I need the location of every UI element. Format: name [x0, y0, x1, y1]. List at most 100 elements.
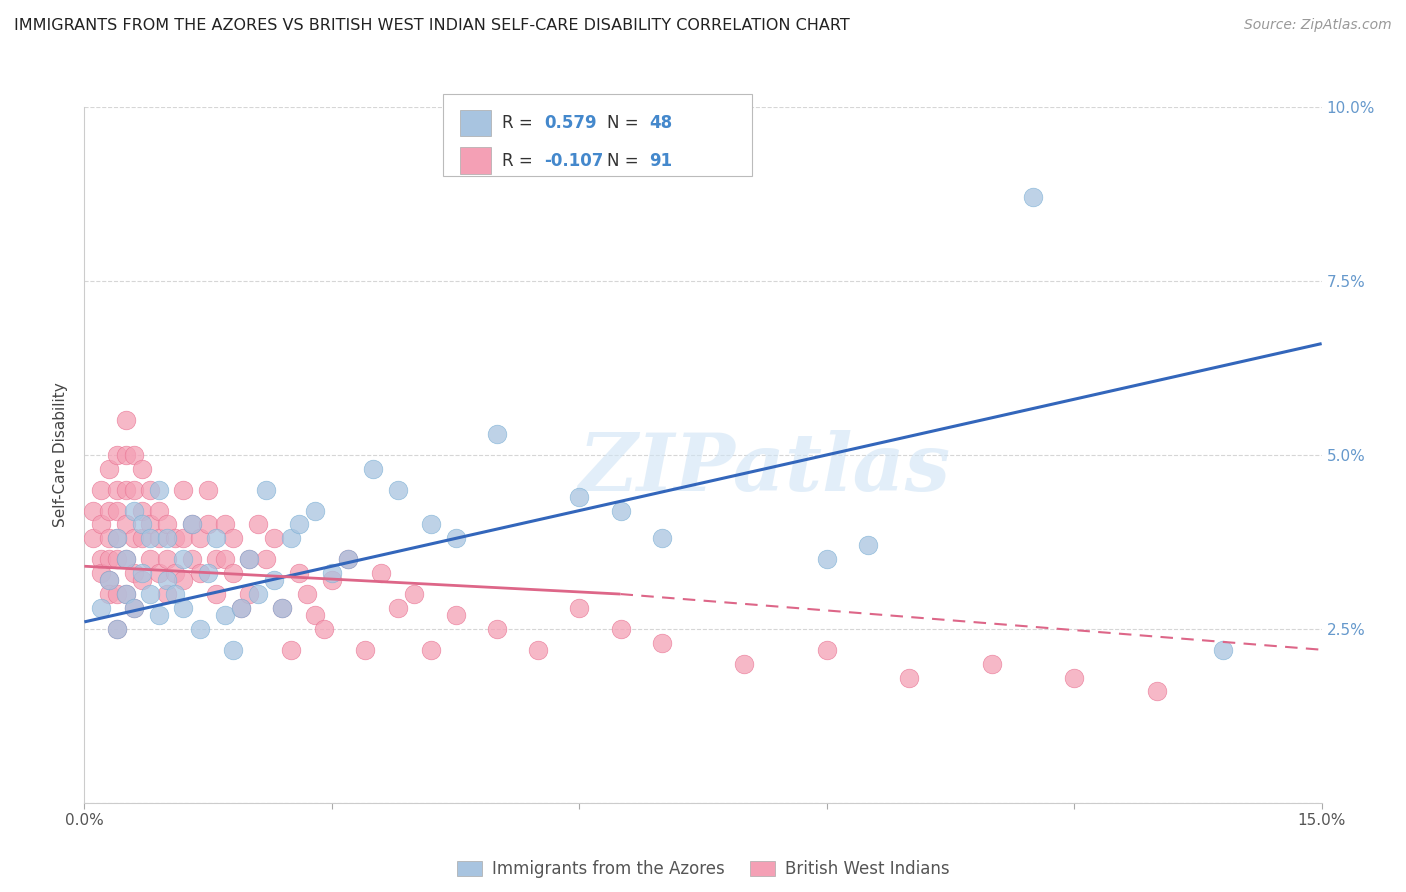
Point — [98, 573, 121, 587]
Point — [246, 517, 269, 532]
Point — [122, 601, 145, 615]
Point — [90, 517, 112, 532]
Point — [172, 552, 194, 566]
Point — [651, 636, 673, 650]
Text: ZIPatlas: ZIPatlas — [579, 430, 950, 508]
Point — [82, 532, 104, 546]
Text: IMMIGRANTS FROM THE AZORES VS BRITISH WEST INDIAN SELF-CARE DISABILITY CORRELATI: IMMIGRANTS FROM THE AZORES VS BRITISH WE… — [14, 18, 849, 33]
Text: 91: 91 — [650, 152, 672, 169]
Point — [98, 503, 121, 517]
Point — [898, 671, 921, 685]
Point — [131, 517, 153, 532]
Point — [148, 607, 170, 622]
Point — [419, 642, 441, 657]
Point — [165, 566, 187, 581]
Point — [172, 532, 194, 546]
Point — [485, 427, 508, 442]
Point — [105, 532, 128, 546]
Point — [304, 503, 326, 517]
Point — [165, 532, 187, 546]
Point — [229, 601, 252, 615]
Point — [337, 552, 360, 566]
Point — [90, 483, 112, 497]
Point — [205, 552, 228, 566]
Text: N =: N = — [607, 152, 644, 169]
Point — [122, 483, 145, 497]
Point — [271, 601, 294, 615]
Point — [1146, 684, 1168, 698]
Point — [1063, 671, 1085, 685]
Point — [387, 601, 409, 615]
Point — [156, 532, 179, 546]
Point — [98, 552, 121, 566]
Point — [361, 462, 384, 476]
Point — [131, 573, 153, 587]
Point — [229, 601, 252, 615]
Point — [122, 503, 145, 517]
Point — [156, 517, 179, 532]
Text: R =: R = — [502, 114, 538, 132]
Point — [105, 503, 128, 517]
Point — [254, 552, 277, 566]
Point — [214, 552, 236, 566]
Point — [568, 490, 591, 504]
Point — [156, 587, 179, 601]
Point — [98, 587, 121, 601]
Text: 48: 48 — [650, 114, 672, 132]
Point — [90, 566, 112, 581]
Point — [263, 532, 285, 546]
Point — [609, 622, 631, 636]
Point — [444, 532, 467, 546]
Point — [353, 642, 375, 657]
Point — [114, 552, 136, 566]
Point — [527, 642, 550, 657]
Legend: Immigrants from the Azores, British West Indians: Immigrants from the Azores, British West… — [450, 854, 956, 885]
Y-axis label: Self-Care Disability: Self-Care Disability — [53, 383, 69, 527]
Point — [1212, 642, 1234, 657]
Point — [172, 573, 194, 587]
Point — [205, 587, 228, 601]
Point — [131, 503, 153, 517]
Point — [114, 587, 136, 601]
Point — [172, 483, 194, 497]
Point — [139, 483, 162, 497]
Point — [139, 532, 162, 546]
Point — [205, 532, 228, 546]
Point — [609, 503, 631, 517]
Point — [568, 601, 591, 615]
Point — [197, 483, 219, 497]
Point — [419, 517, 441, 532]
Point — [131, 566, 153, 581]
Point — [188, 622, 211, 636]
Point — [131, 532, 153, 546]
Point — [214, 607, 236, 622]
Point — [98, 462, 121, 476]
Point — [180, 552, 202, 566]
Point — [856, 538, 879, 552]
Point — [114, 552, 136, 566]
Point — [214, 517, 236, 532]
Point — [172, 601, 194, 615]
Point — [105, 483, 128, 497]
Point — [156, 573, 179, 587]
Point — [122, 448, 145, 462]
Point — [114, 483, 136, 497]
Point — [122, 532, 145, 546]
Point — [90, 552, 112, 566]
Point — [295, 587, 318, 601]
Point — [337, 552, 360, 566]
Point — [90, 601, 112, 615]
Point — [188, 532, 211, 546]
Point — [404, 587, 426, 601]
Point — [188, 566, 211, 581]
Point — [222, 642, 245, 657]
Point — [82, 503, 104, 517]
Point — [222, 566, 245, 581]
Point — [197, 566, 219, 581]
Text: N =: N = — [607, 114, 644, 132]
Point — [105, 587, 128, 601]
Point — [122, 566, 145, 581]
Point — [271, 601, 294, 615]
Point — [280, 642, 302, 657]
Point — [105, 622, 128, 636]
